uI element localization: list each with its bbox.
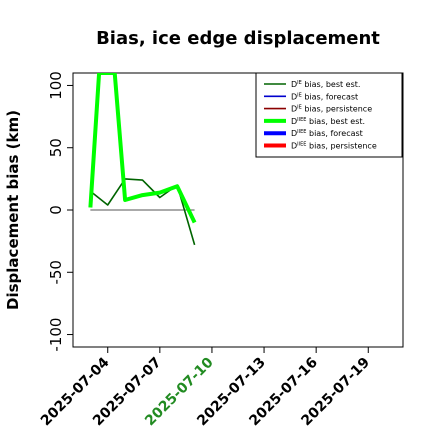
legend-label-4: DIIEE bias, forecast	[291, 129, 363, 138]
chart-title: Bias, ice edge displacement	[96, 28, 380, 49]
legend-label-0: DIE bias, best est.	[291, 80, 360, 89]
legend-label-3: DIIEE bias, best est.	[291, 117, 365, 126]
legend-label-5: DIIEE bias, persistence	[291, 142, 377, 151]
legend: DIE bias, best est. DIE bias, forecast DIE…	[255, 72, 403, 158]
y-tick-label: -50	[47, 260, 65, 285]
legend-box	[255, 72, 403, 158]
y-ticks: -100 -50 0 50 100	[47, 71, 73, 352]
legend-label-1: DIE bias, forecast	[291, 92, 358, 101]
y-tick-label: -100	[47, 318, 65, 352]
y-tick-label: 50	[47, 138, 65, 157]
y-axis-label: Displacement bias (km)	[4, 110, 22, 310]
series-line-3	[88, 73, 197, 224]
y-tick-label: 100	[47, 71, 65, 100]
series-group	[88, 73, 197, 246]
legend-label-2: DIE bias, persistence	[291, 105, 372, 114]
y-tick-label: 0	[47, 205, 65, 215]
